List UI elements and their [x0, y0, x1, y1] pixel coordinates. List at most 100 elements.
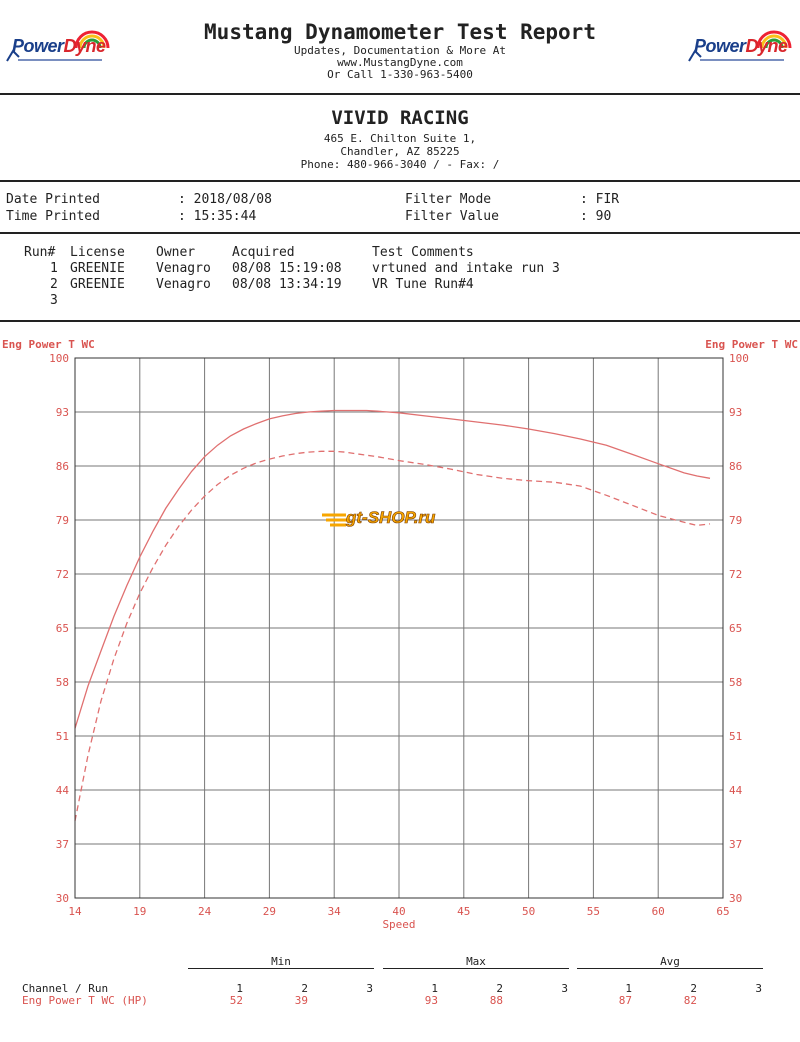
time-printed-value: : 15:35:44	[178, 209, 257, 224]
swoosh-icon	[6, 49, 20, 62]
table-row: 2 GREENIE Venagro 08/08 13:34:19 VR Tune…	[0, 277, 800, 293]
powerdyne-logo-right: PowerDyne	[686, 28, 796, 72]
y-tick-label-left: 65	[56, 622, 69, 635]
y-tick-label-left: 79	[56, 514, 69, 527]
summary-avg-value: 82	[683, 994, 697, 1007]
y-tick-label-left: 86	[56, 460, 69, 473]
y-axis-label-left: Eng Power T WC	[2, 338, 95, 351]
x-tick-label: 45	[457, 905, 470, 918]
shop-phone: Phone: 480-966-3040 / - Fax: /	[300, 158, 500, 171]
y-tick-label-right: 51	[729, 730, 742, 743]
summary-group-avg: Avg	[660, 955, 680, 968]
y-tick-label-left: 44	[56, 784, 70, 797]
x-tick-label: 19	[133, 905, 146, 918]
x-tick-label: 50	[522, 905, 535, 918]
summary-max-value: 93	[424, 994, 438, 1007]
x-tick-label: 60	[652, 905, 665, 918]
shop-address-line-2: Chandler, AZ 85225	[340, 145, 460, 158]
chart-series	[74, 409, 711, 822]
y-tick-label-left: 51	[56, 730, 69, 743]
filter-mode-label: Filter Mode	[405, 192, 492, 207]
chart-ticks: 14 19 24 29 34 40 45 50 55 60 65 100 100 93 93 86 86 79 79…	[49, 352, 749, 931]
summary-run-header: 3	[561, 982, 568, 995]
summary-run-header: 2	[690, 982, 697, 995]
powerdyne-logo-left: PowerDyne	[4, 28, 114, 72]
summary-min-value: 52	[229, 994, 243, 1007]
subtitle-line-1: Updates, Documentation & More At	[294, 44, 506, 57]
x-tick-label: 24	[198, 905, 212, 918]
run-acquired: 08/08 13:34:19	[232, 277, 342, 292]
run-acquired: 08/08 15:19:08	[232, 261, 342, 276]
time-printed-label: Time Printed	[6, 209, 100, 224]
y-tick-label-left: 30	[56, 892, 69, 905]
run-number: 2	[50, 277, 58, 292]
watermark-text: gt-SHOP.ru	[346, 508, 436, 528]
series-line-run-2	[74, 450, 711, 822]
watermark-logo: gt-SHOP.ru	[322, 508, 482, 536]
runs-col-run: Run#	[24, 245, 56, 260]
divider	[0, 232, 800, 234]
y-tick-label-right: 93	[729, 406, 742, 419]
x-tick-label: 40	[392, 905, 405, 918]
filter-value-value: : 90	[580, 209, 612, 224]
y-tick-label-right: 79	[729, 514, 742, 527]
filter-info-labels: Filter Mode Filter Value	[405, 191, 499, 225]
x-tick-label: 65	[716, 905, 729, 918]
y-tick-label-right: 30	[729, 892, 742, 905]
shop-address-line-1: 465 E. Chilton Suite 1,	[323, 132, 477, 145]
chart-grid	[74, 357, 724, 899]
run-comment: VR Tune Run#4	[372, 277, 474, 292]
date-printed-value: : 2018/08/08	[178, 192, 272, 207]
table-row: 1 GREENIE Venagro 08/08 15:19:08 vrtuned…	[0, 261, 800, 277]
runs-col-license: License	[70, 245, 125, 260]
runs-col-acquired: Acquired	[232, 245, 295, 260]
summary-run-header: 2	[301, 982, 308, 995]
filter-mode-value: : FIR	[580, 192, 620, 207]
summary-run-header: 1	[236, 982, 243, 995]
y-tick-label-left: 37	[56, 838, 69, 851]
y-tick-label-left: 58	[56, 676, 69, 689]
y-tick-label-left: 100	[49, 352, 69, 365]
y-tick-label-right: 44	[729, 784, 743, 797]
runs-col-comments: Test Comments	[372, 245, 474, 260]
report-subtitle: Updates, Documentation & More At www.Mus…	[150, 45, 650, 81]
summary-run-header: 1	[625, 982, 632, 995]
y-tick-label-left: 93	[56, 406, 69, 419]
summary-run-header: 3	[366, 982, 373, 995]
run-comment: vrtuned and intake run 3	[372, 261, 560, 276]
series-line-run-1	[74, 409, 711, 729]
filter-value-label: Filter Value	[405, 209, 499, 224]
filter-info-values: : FIR : 90	[580, 191, 619, 225]
date-printed-label: Date Printed	[6, 192, 100, 207]
runs-header-row: Run# License Owner Acquired Test Comment…	[0, 245, 800, 261]
run-license: GREENIE	[70, 277, 125, 292]
y-tick-label-right: 100	[729, 352, 749, 365]
summary-channel-label: Channel / Run	[22, 982, 109, 995]
report-title: Mustang Dynamometer Test Report	[204, 20, 596, 44]
swoosh-icon	[688, 49, 702, 62]
runs-col-owner: Owner	[156, 245, 196, 260]
summary-max-value: 88	[489, 994, 503, 1007]
y-tick-label-right: 72	[729, 568, 742, 581]
run-owner: Venagro	[156, 277, 211, 292]
y-tick-label-right: 86	[729, 460, 742, 473]
table-row: 3	[0, 293, 800, 309]
power-chart: 14 19 24 29 34 40 45 50 55 60 65 100 100 93 93 86 86 79 79…	[49, 352, 749, 931]
summary-min-value: 39	[294, 994, 308, 1007]
speed-lines-icon	[322, 513, 350, 527]
x-axis-label: Speed	[382, 918, 415, 931]
summary-group-max: Max	[466, 955, 486, 968]
run-license: GREENIE	[70, 261, 125, 276]
subtitle-line-3: Or Call 1-330-963-5400	[327, 68, 473, 81]
divider	[0, 180, 800, 182]
shop-name: VIVID RACING	[331, 107, 469, 129]
rainbow-arc-icon	[74, 30, 110, 48]
summary-run-header: 3	[755, 982, 762, 995]
y-tick-label-right: 37	[729, 838, 742, 851]
y-tick-label-right: 58	[729, 676, 742, 689]
run-number: 3	[50, 293, 58, 308]
divider	[0, 93, 800, 95]
summary-rule-avg	[577, 968, 763, 969]
summary-avg-value: 87	[618, 994, 632, 1007]
plot-frame	[74, 357, 724, 899]
